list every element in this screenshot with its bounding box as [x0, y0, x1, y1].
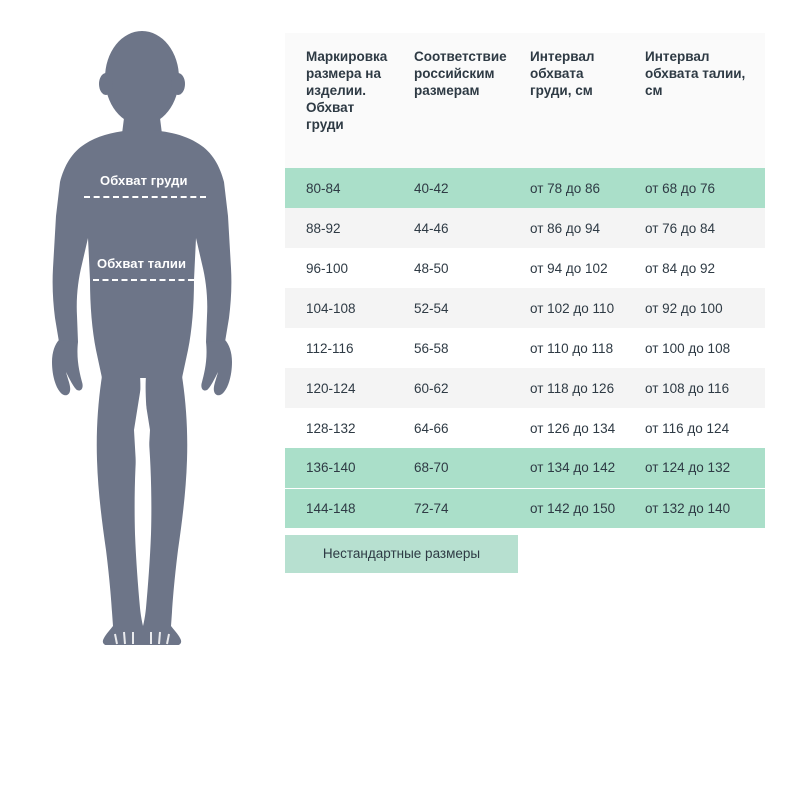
cell-size-marking: 80-84 [306, 180, 341, 196]
cell-russian-size: 56-58 [414, 340, 449, 356]
cell-chest-range: от 134 до 142 [530, 460, 616, 476]
cell-chest-range: от 142 до 150 [509, 487, 624, 528]
cell-waist-range: от 116 до 124 [645, 420, 730, 436]
cell-waist-range: от 84 до 92 [645, 260, 716, 276]
cell-size-marking: 112-116 [306, 340, 354, 356]
cell-chest-range: от 118 до 126 [530, 380, 615, 396]
table-row: 88-92 44-46 от 86 до 94 от 76 до 84 [285, 208, 765, 248]
cell-waist-range: от 124 до 132 [645, 460, 731, 476]
cell-russian-size: 60-62 [414, 380, 449, 396]
cell-waist-range: от 100 до 108 [645, 340, 731, 356]
table-row: 104-108 52-54 от 102 до 110 от 92 до 100 [285, 288, 765, 328]
waist-measure-label: Обхват талии [97, 256, 187, 271]
table-row: 96-100 48-50 от 94 до 102 от 84 до 92 [285, 248, 765, 288]
table-row: 120-124 60-62 от 118 до 126 от 108 до 116 [285, 368, 765, 408]
cell-waist-range: от 68 до 76 [645, 180, 716, 196]
cell-russian-size: 64-66 [414, 420, 449, 436]
cell-size-marking: 104-108 [306, 300, 356, 316]
male-body-silhouette-icon [52, 31, 232, 645]
table-row: 112-116 56-58 от 110 до 118 от 100 до 108 [285, 328, 765, 368]
cell-chest-range: от 86 до 94 [530, 220, 601, 236]
cell-waist-range: от 76 до 84 [645, 220, 716, 236]
table-row: 128-132 64-66 от 126 до 134 от 116 до 124 [285, 408, 765, 448]
column-header-russian: Соответствие российским размерам [393, 33, 509, 168]
chest-measure-label: Обхват груди [100, 173, 188, 188]
size-chart-table: Маркировка размера на изделии. Обхват гр… [285, 33, 765, 528]
cell-waist-range: от 92 до 100 [645, 300, 723, 316]
cell-chest-range: от 110 до 118 [530, 340, 614, 356]
chest-measure-line [84, 196, 206, 198]
column-header-waist: Интервал обхвата талии, см [624, 33, 765, 168]
column-header-marking: Маркировка размера на изделии. Обхват гр… [285, 33, 393, 168]
cell-size-marking: 120-124 [306, 380, 356, 396]
cell-waist-range: от 132 до 140 [624, 487, 765, 528]
table-row: 136-140 68-70 от 134 до 142 от 124 до 132 [285, 448, 765, 488]
cell-russian-size: 40-42 [414, 180, 449, 196]
table-row: 80-84 40-42 от 78 до 86 от 68 до 76 [285, 168, 765, 208]
cell-russian-size: 48-50 [414, 260, 449, 276]
cell-size-marking: 128-132 [306, 420, 356, 436]
cell-size-marking: 96-100 [306, 260, 349, 276]
body-figure-panel: Обхват груди Обхват талии [0, 0, 280, 700]
custom-sizes-button[interactable]: Нестандартные размеры [285, 535, 518, 573]
cell-chest-range: от 78 до 86 [530, 180, 601, 196]
cell-size-marking: 88-92 [306, 220, 341, 236]
table-header-row: Маркировка размера на изделии. Обхват гр… [285, 33, 765, 168]
cell-russian-size: 44-46 [414, 220, 449, 236]
column-header-chest: Интервал обхвата груди, см [509, 33, 624, 168]
cell-chest-range: от 102 до 110 [530, 300, 615, 316]
table-row: 144-148 72-74 от 142 до 150 от 132 до 140 [285, 487, 765, 528]
cell-russian-size: 72-74 [393, 487, 509, 528]
cell-chest-range: от 126 до 134 [530, 420, 616, 436]
waist-measure-line [93, 279, 194, 281]
cell-size-marking: 144-148 [285, 487, 393, 528]
cell-chest-range: от 94 до 102 [530, 260, 608, 276]
cell-russian-size: 52-54 [414, 300, 449, 316]
cell-size-marking: 136-140 [306, 460, 356, 476]
cell-russian-size: 68-70 [414, 460, 449, 476]
cell-waist-range: от 108 до 116 [645, 380, 730, 396]
